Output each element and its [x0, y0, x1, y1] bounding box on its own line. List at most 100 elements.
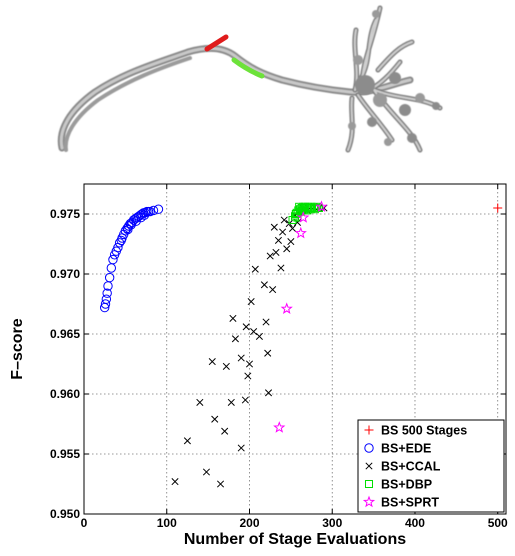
data-point [123, 221, 134, 231]
data-point [264, 349, 272, 357]
legend: BS 500 Stages BS+EDE BS+CCAL BS+DBP BS+SPRT [357, 419, 505, 513]
neuron-reconstruction-image [57, 5, 443, 153]
series-bs-500-stages [493, 203, 503, 213]
data-point [183, 437, 191, 445]
data-point [153, 204, 164, 214]
y-tick-label: 0.950 [50, 507, 80, 521]
data-point [280, 216, 288, 224]
legend-marker [365, 480, 373, 488]
data-point [310, 205, 319, 214]
series-bs-ccal [171, 203, 328, 488]
x-tick-label: 500 [488, 516, 508, 530]
data-point [148, 205, 159, 216]
series-bs-sprt [273, 200, 328, 433]
plot-frame [83, 183, 507, 515]
data-point [313, 204, 322, 212]
y-tick-label: 0.955 [50, 447, 80, 461]
data-point [269, 286, 277, 294]
data-point [227, 398, 235, 406]
data-point [196, 398, 204, 406]
data-point [260, 281, 268, 289]
data-point [231, 335, 239, 343]
data-point [106, 263, 117, 273]
data-point [294, 226, 307, 239]
x-tick-label: 400 [405, 516, 425, 530]
data-point [102, 288, 112, 298]
data-point [245, 360, 254, 368]
y-tick-label: 0.960 [50, 387, 80, 401]
data-point [237, 444, 245, 452]
data-point [171, 478, 179, 486]
data-point [237, 354, 245, 362]
data-point [273, 421, 286, 433]
data-point [277, 264, 285, 272]
data-point [136, 212, 146, 223]
data-point [312, 202, 321, 211]
y-axis-title: F–score [9, 318, 26, 379]
x-axis-title: Number of Stage Evaluations [184, 531, 406, 548]
data-point [100, 299, 111, 309]
data-point [266, 252, 274, 260]
legend-label: BS 500 Stages [381, 424, 467, 438]
data-point [101, 294, 112, 304]
data-point [297, 211, 310, 223]
legend-marker [362, 495, 376, 508]
data-point [283, 245, 291, 253]
y-tick-label: 0.970 [50, 267, 80, 281]
data-point [272, 248, 280, 256]
data-point [104, 272, 115, 283]
data-point [279, 228, 287, 236]
data-point [139, 210, 150, 220]
data-point [126, 220, 136, 230]
legend-label: BS+EDE [381, 442, 431, 456]
legend-box [357, 419, 505, 513]
scatter-chart: 0 100 200 300 400 500 0.950 0.955 0.960 0.965 0.97… [9, 183, 508, 548]
data-point [202, 468, 211, 476]
data-point [247, 298, 255, 306]
green-highlight-segment [231, 57, 265, 79]
legend-label: BS+DBP [381, 478, 432, 492]
x-tick-label: 300 [322, 516, 342, 530]
legend-label: BS+SPRT [381, 496, 439, 510]
data-point [208, 358, 216, 366]
data-point [108, 254, 118, 265]
legend-marker [364, 443, 374, 453]
series-bs-dbp [288, 202, 323, 224]
neuron-axon [57, 44, 414, 152]
data-point [287, 238, 295, 246]
data-point [221, 427, 229, 435]
data-point [241, 396, 249, 404]
data-point [251, 265, 259, 273]
data-point [262, 318, 270, 326]
data-point [493, 203, 503, 213]
x-tick-label: 100 [157, 516, 177, 530]
data-point [288, 224, 297, 232]
data-point [242, 323, 250, 331]
data-point [255, 332, 263, 340]
data-point [120, 226, 131, 236]
y-tick-label: 0.965 [50, 327, 80, 341]
red-highlight-segment [204, 34, 229, 52]
tick-labels: 0 100 200 300 400 500 0.950 0.955 0.960 0.965 0.97… [50, 207, 508, 530]
x-tick-label: 200 [239, 516, 259, 530]
neuron-dendrites [345, 5, 443, 153]
data-point [264, 389, 273, 397]
data-point [222, 362, 230, 370]
data-point [131, 216, 141, 226]
data-marks [99, 200, 503, 488]
data-point [114, 238, 125, 248]
data-point [229, 314, 237, 322]
data-point [125, 218, 136, 229]
data-point [250, 328, 258, 336]
legend-marker [365, 462, 373, 470]
series-bs-ede [99, 204, 164, 313]
legend-label: BS+CCAL [381, 460, 441, 474]
data-point [244, 372, 252, 380]
data-point [315, 200, 328, 213]
data-point [211, 415, 219, 423]
y-tick-label: 0.975 [50, 207, 80, 221]
data-point [116, 235, 126, 246]
data-point [274, 236, 283, 244]
x-tick-label: 0 [81, 516, 88, 530]
